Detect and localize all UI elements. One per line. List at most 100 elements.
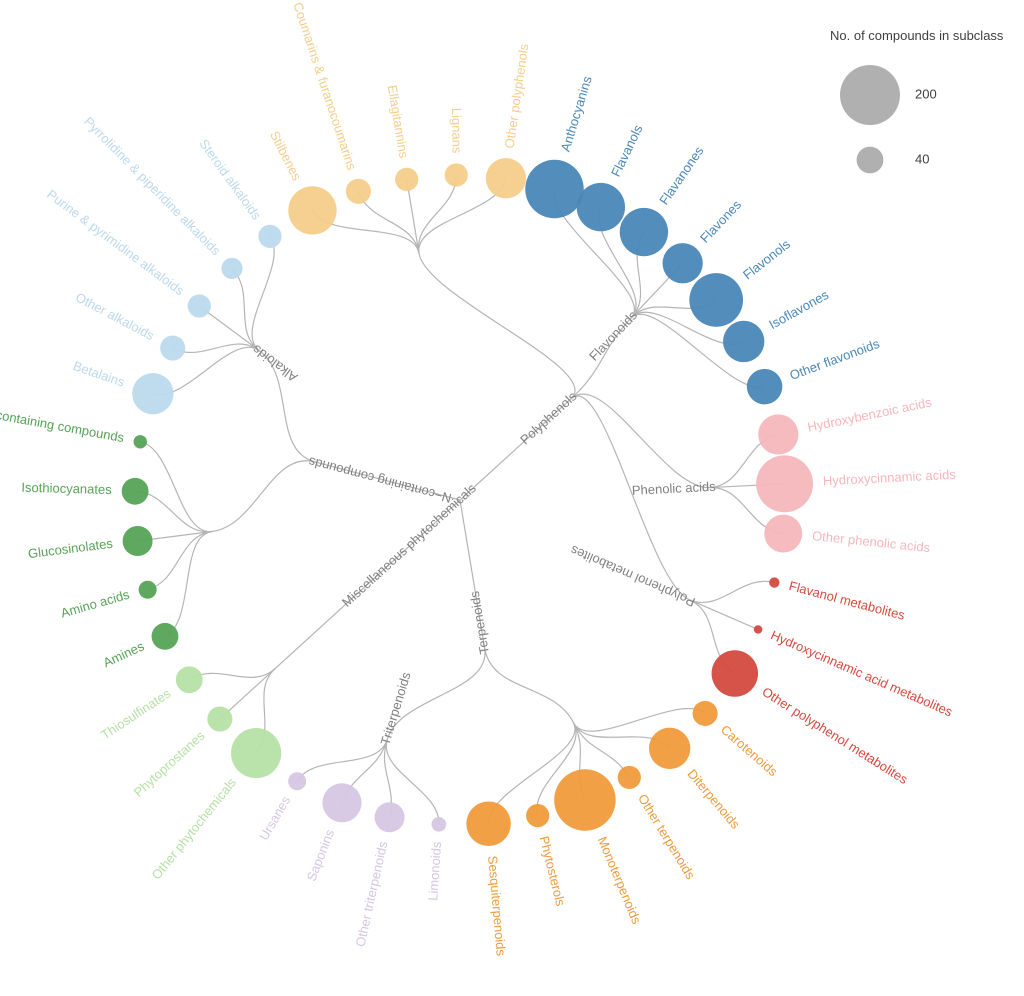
edge-subgroup-leaf xyxy=(140,442,212,532)
leaf-label: Hydroxycinnamic acids xyxy=(823,467,957,489)
edge-subgroup-leaf xyxy=(252,236,274,350)
inner-label: Miscellaneous phytochemicals xyxy=(339,480,479,610)
leaf-label: Flavanols xyxy=(608,122,646,179)
leaf-label: Flavanol metabolites xyxy=(787,578,907,623)
leaf-circle xyxy=(525,160,583,218)
leaf-label: Glucosinolates xyxy=(27,536,114,562)
leaf-label: Other phytochemicals xyxy=(149,775,240,883)
leaf-circle xyxy=(132,373,173,414)
leaf-label: Other N−containing compounds xyxy=(0,398,126,446)
leaf-circle xyxy=(139,581,157,599)
leaf-label: Other alkaloids xyxy=(73,289,157,343)
leaf-circle xyxy=(346,179,371,204)
legend-label: 40 xyxy=(915,151,929,166)
leaf-circle xyxy=(322,783,361,822)
leaf-label: Phytoprostanes xyxy=(131,728,208,800)
leaf-label: Saponins xyxy=(304,827,338,883)
edge-group-subgroup xyxy=(275,601,349,668)
legend-circle xyxy=(840,65,900,125)
edge-subgroup-leaf xyxy=(573,723,629,778)
leaf-label: Flavones xyxy=(697,197,744,246)
leaf-circle xyxy=(431,817,446,832)
leaf-label: Coumarins & furanocoumarins xyxy=(290,0,359,172)
legend-label: 200 xyxy=(915,86,937,101)
leaf-circle xyxy=(712,650,758,696)
leaf-circle xyxy=(758,414,798,454)
leaf-circle xyxy=(486,158,526,198)
leaf-circle xyxy=(769,577,779,587)
leaf-label: Other polyphenols xyxy=(502,42,532,149)
leaf-circle xyxy=(221,258,242,279)
leaf-circle xyxy=(618,766,641,789)
leaf-circle xyxy=(375,802,405,832)
leaf-circle xyxy=(693,701,718,726)
leaf-label: Flavanones xyxy=(656,143,707,207)
edge-group-subgroup xyxy=(571,394,710,488)
edge-subgroup-leaf xyxy=(173,344,260,352)
leaf-circle xyxy=(466,801,510,845)
leaf-circle xyxy=(231,728,281,778)
leaf-circle xyxy=(649,728,690,769)
leaf-circle xyxy=(723,321,764,362)
edge-subgroup-leaf xyxy=(419,175,457,253)
leaf-circle xyxy=(445,163,468,186)
leaf-circle xyxy=(207,706,232,731)
leaf-circle xyxy=(123,526,153,556)
inner-labels: PolyphenolsFlavonoidsPhenolic acidsPolyp… xyxy=(249,307,716,747)
leaf-label: Steroid alkaloids xyxy=(196,136,264,223)
legend: No. of compounds in subclass 200 40 xyxy=(830,28,1004,173)
leaf-label: Stilbenes xyxy=(267,128,305,183)
edge-subgroup-leaf xyxy=(148,532,212,590)
edge-subgroup-leaf xyxy=(297,739,387,781)
leaf-circle xyxy=(188,294,211,317)
leaf-circle xyxy=(288,186,336,234)
inner-label: N−containing compounds xyxy=(306,454,453,506)
leaf-circle xyxy=(577,183,625,231)
leaf-circle xyxy=(160,335,185,360)
leaf-label: Isothiocyanates xyxy=(21,480,112,497)
leaf-circle xyxy=(747,369,782,404)
inner-label: Polyphenol metabolites xyxy=(568,542,698,610)
leaf-label: Other flavonoids xyxy=(788,336,882,383)
leaf-label: Other polyphenol metabolites xyxy=(759,684,910,787)
leaf-circle xyxy=(258,225,281,248)
leaf-label: Hydroxybenzoic acids xyxy=(806,394,933,434)
inner-label: Polyphenols xyxy=(517,388,580,447)
leaf-circle xyxy=(176,666,203,693)
inner-label: Alkaloids xyxy=(249,342,300,385)
leaf-label: Carotenoids xyxy=(718,722,781,780)
leaf-circle xyxy=(122,478,149,505)
legend-title: No. of compounds in subclass xyxy=(830,28,1004,43)
edge-subgroup-leaf xyxy=(689,600,758,630)
inner-label: Flavonoids xyxy=(586,307,640,363)
leaf-label: Isoflavones xyxy=(766,287,831,332)
leaf-circle xyxy=(554,769,615,830)
leaf-label: Limonoids xyxy=(425,841,444,902)
leaf-circle xyxy=(689,273,743,327)
leaf-circle xyxy=(395,168,418,191)
leaf-label: Ursanes xyxy=(256,793,293,843)
leaf-label: Lignans xyxy=(449,108,465,154)
leaf-circle xyxy=(134,435,147,448)
leaf-circle xyxy=(754,625,762,633)
leaf-label: Ellagitannins xyxy=(385,84,412,160)
leaf-label: Sesquiterpenoids xyxy=(485,855,509,957)
leaf-circle xyxy=(152,623,179,650)
leaf-label: Diterpenoids xyxy=(685,766,744,832)
leaf-circle xyxy=(620,208,668,256)
legend-circle xyxy=(857,147,884,174)
leaf-nodes: StilbenesCoumarins & furanocoumarins Ella… xyxy=(0,0,957,957)
inner-label: Terpenoids xyxy=(467,590,492,656)
edge-subgroup-leaf xyxy=(689,581,774,602)
leaf-label: Amino acids xyxy=(59,587,132,621)
leaf-circle xyxy=(526,804,549,827)
edge-subgroup-leaf xyxy=(232,268,259,350)
edge-group-subgroup xyxy=(485,648,574,723)
leaf-circle xyxy=(764,515,802,553)
inner-label: Triterpenoids xyxy=(377,670,413,747)
edge-group-subgroup xyxy=(212,461,315,532)
leaf-label: Monoterpenoids xyxy=(595,834,645,926)
edge-group-subgroup xyxy=(419,253,575,399)
leaf-circle xyxy=(288,772,306,790)
leaf-label: Phytosterols xyxy=(537,835,569,909)
